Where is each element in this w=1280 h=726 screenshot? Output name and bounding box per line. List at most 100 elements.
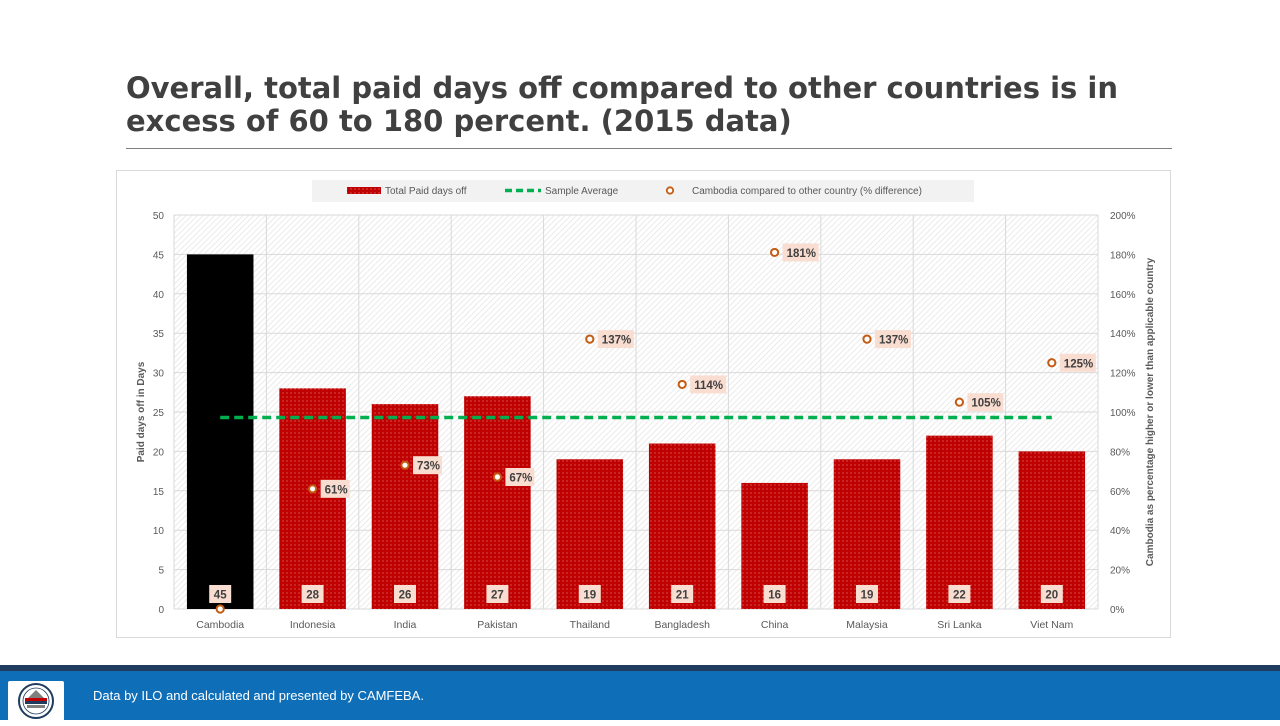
x-category-label: China [761,619,789,631]
percent-difference-point [585,334,595,344]
percent-label: 137% [602,335,631,347]
percent-label: 181% [787,248,816,260]
footer-bar: Data by ILO and calculated and presented… [0,665,1280,721]
bar-value-label: 27 [491,590,504,602]
percent-label: 73% [417,461,440,473]
percent-label-bg [320,479,350,498]
percent-label-bg [413,456,442,475]
percent-difference-point [677,379,687,390]
percent-label-bg [690,375,727,394]
y2-tick-label: 160% [1110,290,1136,301]
percent-label-bg [875,330,911,349]
slide-title: Overall, total paid days off compared to… [126,71,1118,138]
y-tick-label: 30 [153,369,165,380]
y-tick-label: 35 [153,329,165,340]
bar-thailand [556,459,624,609]
bar-indonesia [279,388,346,609]
y2-axis-title: Cambodia as percentage higher or lower t… [1145,257,1156,566]
y-tick-label: 25 [153,408,165,419]
bar-pakistan [464,396,531,609]
y2-tick-label: 80% [1110,447,1130,458]
x-category-label: Bangladesh [654,619,710,631]
y-tick-label: 0 [158,605,164,616]
legend-point-label: Cambodia compared to other country (% di… [692,186,922,197]
y2-tick-label: 60% [1110,487,1130,498]
x-category-label: Pakistan [477,619,517,631]
legend-bar-label: Total Paid days off [385,186,467,197]
bar-value-label: 21 [676,590,689,602]
legend-average-label: Sample Average [545,186,619,197]
y2-tick-label: 180% [1110,250,1136,261]
percent-label-bg [782,243,819,262]
percent-label-bg [597,330,634,349]
bar-value-label-bg [209,585,232,603]
percent-difference-point [400,460,410,470]
y2-tick-label: 100% [1110,408,1136,419]
bar-value-label: 26 [399,590,412,602]
y2-tick-label: 40% [1110,526,1130,537]
y-axis-title: Paid days off in Days [136,361,147,462]
bar-value-label-bg [394,585,416,603]
y2-tick-label: 140% [1110,329,1136,340]
x-category-label: Malaysia [846,619,888,631]
percent-difference-point [954,397,965,407]
y-tick-label: 50 [153,211,165,222]
percent-label: 137% [879,335,908,347]
y-tick-label: 20 [153,447,165,458]
bar-value-label-bg [301,585,324,603]
y-tick-label: 10 [153,526,165,537]
percent-label-bg [505,468,535,487]
y2-tick-label: 120% [1110,369,1136,380]
bar-value-label: 16 [768,590,781,602]
x-category-label: Sri Lanka [937,619,982,631]
y2-tick-label: 200% [1110,211,1136,222]
bar-value-label-bg [578,585,601,603]
bar-cambodia [186,254,254,609]
bar-value-label-bg [948,585,971,603]
percent-label: 105% [971,398,1000,410]
bar-value-label: 22 [953,590,966,602]
bar-value-label-bg [856,585,878,603]
bar-value-label: 19 [861,590,874,602]
bar-value-label: 28 [306,590,319,602]
percent-label: 114% [694,380,723,392]
camfeba-logo [8,681,64,721]
y-tick-label: 5 [158,566,164,577]
percent-difference-point [215,604,225,614]
x-category-label: Indonesia [290,619,336,631]
bar-india [371,404,439,609]
bar-value-label: 20 [1045,590,1058,602]
x-category-label: Cambodia [196,619,244,631]
chart-frame: 0 0% 5 20% 10 40% 15 60% 20 80% 25 100% 30 120% 35 140%… [116,170,1171,638]
legend-background [312,180,974,202]
y-tick-label: 45 [153,250,165,261]
bar-value-label-bg [763,585,786,603]
x-category-label: Viet Nam [1030,619,1073,631]
bar-bangladesh [648,443,716,609]
x-category-label: India [394,619,417,631]
footer-source-text: Data by ILO and calculated and presented… [93,688,424,703]
percent-label: 125% [1064,358,1093,370]
percent-label: 61% [325,484,348,496]
y2-tick-label: 0% [1110,605,1125,616]
percent-difference-point [308,484,318,494]
bar-malaysia [833,459,901,609]
bar-value-label-bg [1040,585,1063,603]
title-divider [126,148,1172,149]
bar-viet-nam [1018,451,1086,609]
y2-tick-label: 20% [1110,566,1130,577]
percent-difference-point [1047,358,1057,368]
x-category-label: Thailand [570,619,610,631]
y-tick-label: 15 [153,487,165,498]
legend-point-swatch [665,186,675,195]
y-tick-label: 40 [153,290,165,301]
bar-sri-lanka [926,435,993,609]
bar-value-label-bg [671,585,694,603]
percent-label: 67% [509,473,532,485]
chart: 0 0% 5 20% 10 40% 15 60% 20 80% 25 100% 30 120% 35 140%… [136,180,1156,631]
bar-value-label: 45 [214,590,227,602]
percent-difference-point [770,247,780,258]
percent-difference-point [492,472,502,482]
bar-value-label: 19 [583,590,596,602]
percent-difference-point [862,334,872,344]
